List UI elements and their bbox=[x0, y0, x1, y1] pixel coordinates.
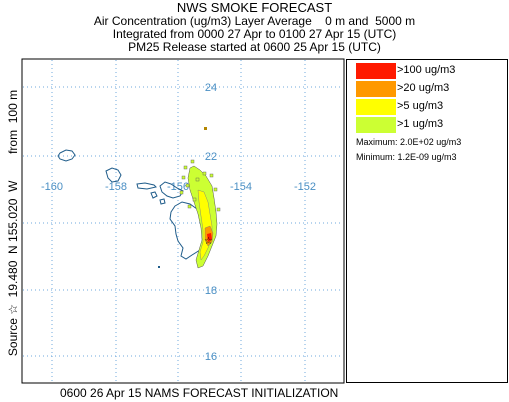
legend-swatch bbox=[356, 99, 396, 115]
island-kauai bbox=[57, 149, 76, 162]
source-star-icon: ☆ bbox=[204, 236, 213, 247]
lat-label: 18 bbox=[205, 285, 217, 297]
lat-lon-grid: 2422201816-160-158-156-154-152 bbox=[23, 60, 343, 382]
legend-minimum: Minimum: 1.2E-09 ug/m3 bbox=[356, 152, 457, 162]
legend-item: >5 ug/m3 bbox=[356, 99, 506, 115]
legend-label: >100 ug/m3 bbox=[397, 64, 456, 76]
plume-gt100-core bbox=[207, 233, 212, 242]
legend-item: >20 ug/m3 bbox=[356, 81, 506, 97]
legend-item: >100 ug/m3 bbox=[356, 63, 506, 79]
lat-label: 22 bbox=[205, 151, 217, 163]
lat-label: 24 bbox=[205, 82, 217, 94]
legend-swatch bbox=[356, 117, 396, 133]
release-info: PM25 Release started at 0600 25 Apr 15 (… bbox=[128, 40, 381, 54]
lon-label: -156 bbox=[167, 181, 189, 193]
lon-label: -160 bbox=[41, 181, 63, 193]
legend-label: >20 ug/m3 bbox=[397, 82, 450, 94]
lon-label: -152 bbox=[294, 181, 316, 193]
island-oahu bbox=[105, 167, 122, 183]
legend-swatch bbox=[356, 81, 396, 97]
legend-maximum: Maximum: 2.0E+02 ug/m3 bbox=[356, 137, 462, 147]
map-frame bbox=[21, 58, 345, 384]
integration-period: Integrated from 0000 27 Apr to 0100 27 A… bbox=[112, 27, 397, 41]
island-molokai bbox=[136, 182, 157, 190]
legend-item: >1 ug/m3 bbox=[356, 117, 506, 133]
lon-label: -154 bbox=[230, 181, 252, 193]
forecast-title: NWS SMOKE FORECAST bbox=[176, 0, 333, 15]
plume-outlier bbox=[204, 127, 207, 130]
forecast-initialization: 0600 26 Apr 15 NAMS FORECAST INITIALIZAT… bbox=[60, 386, 339, 400]
smoke-plume bbox=[158, 127, 221, 269]
legend-label: >1 ug/m3 bbox=[397, 118, 444, 130]
island-lanai bbox=[150, 191, 158, 199]
legend-swatch bbox=[356, 63, 396, 79]
lon-label: -158 bbox=[105, 181, 127, 193]
legend-label: >5 ug/m3 bbox=[397, 100, 444, 112]
lat-label: 16 bbox=[205, 351, 217, 363]
island-kahoolawe bbox=[159, 198, 166, 205]
plume-scatter bbox=[179, 159, 221, 212]
plume-outlier-small bbox=[158, 266, 160, 268]
legend: >100 ug/m3 >20 ug/m3 >5 ug/m3 >1 ug/m3 Maxi… bbox=[346, 59, 508, 383]
concentration-subtitle: Air Concentration (ug/m3) Layer Average … bbox=[93, 14, 416, 28]
